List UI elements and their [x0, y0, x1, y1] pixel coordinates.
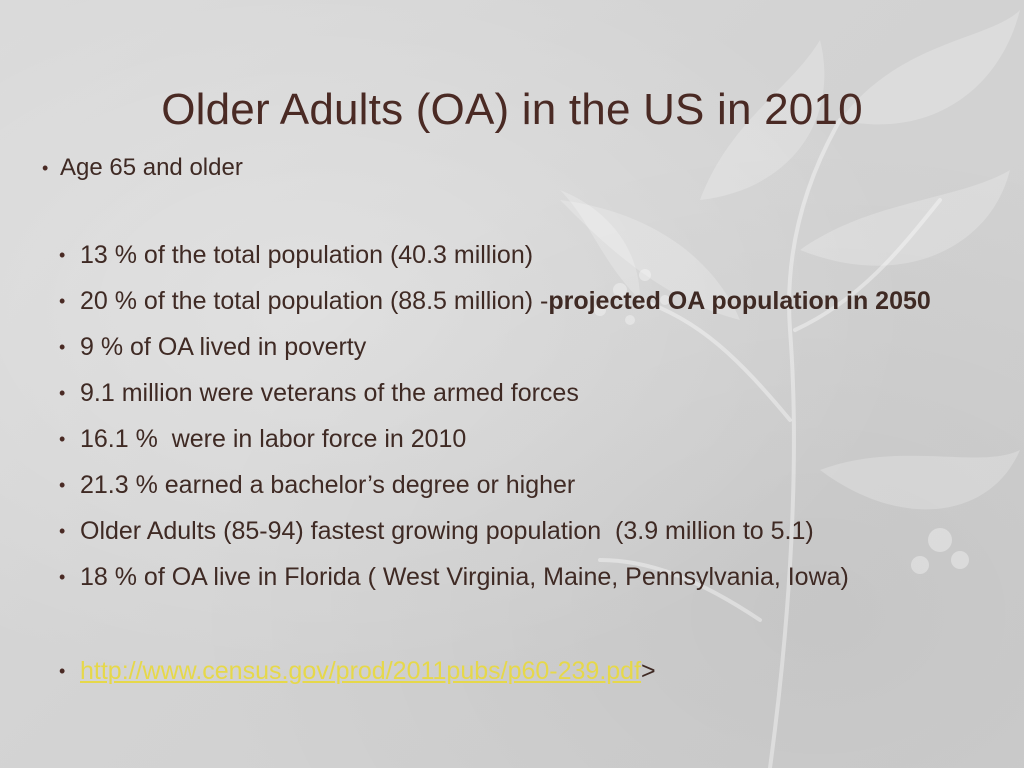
- bullet-glyph: •: [59, 475, 66, 495]
- bullet-glyph: •: [59, 661, 66, 681]
- list-item-text: Older Adults (85-94) fastest growing pop…: [80, 517, 814, 545]
- list-item: • 16.1 % were in labor force in 2010: [40, 420, 980, 458]
- bullet-glyph: •: [59, 383, 66, 403]
- list-item-age-range: • Age 65 and older: [40, 150, 980, 186]
- list-item-text: Age 65 and older: [60, 154, 243, 181]
- bullet-glyph: •: [59, 567, 66, 587]
- source-citation: • http://www.census.gov/prod/2011pubs/p6…: [40, 652, 980, 690]
- bullet-glyph: •: [59, 337, 66, 357]
- list-item-text: 18 % of OA live in Florida ( West Virgin…: [80, 563, 849, 591]
- slide-title: Older Adults (OA) in the US in 2010: [161, 85, 863, 134]
- list-item: • 13 % of the total population (40.3 mil…: [40, 236, 980, 274]
- list-item-text: 9.1 million were veterans of the armed f…: [80, 379, 579, 407]
- list-item: • Older Adults (85-94) fastest growing p…: [40, 512, 980, 550]
- spacer: [40, 604, 980, 652]
- list-item-emphasis: projected OA population in 2050: [548, 287, 931, 315]
- bullet-glyph: •: [42, 158, 49, 178]
- slide-body: • Age 65 and older • 13 % of the total p…: [40, 150, 980, 690]
- bullet-glyph: •: [59, 291, 66, 311]
- list-item-text: 21.3 % earned a bachelor’s degree or hig…: [80, 471, 576, 499]
- source-link[interactable]: http://www.census.gov/prod/2011pubs/p60-…: [80, 657, 642, 685]
- list-item-text: 16.1 % were in labor force in 2010: [80, 425, 467, 453]
- list-item: • 20 % of the total population (88.5 mil…: [40, 282, 980, 320]
- source-link-suffix: >: [641, 657, 656, 685]
- list-item: • 9.1 million were veterans of the armed…: [40, 374, 980, 412]
- bullet-glyph: •: [59, 245, 66, 265]
- bullet-glyph: •: [59, 521, 66, 541]
- list-item: • 9 % of OA lived in poverty: [40, 328, 980, 366]
- list-item-text: 9 % of OA lived in poverty: [80, 333, 367, 361]
- list-item: • 18 % of OA live in Florida ( West Virg…: [40, 558, 980, 596]
- list-item: • 21.3 % earned a bachelor’s degree or h…: [40, 466, 980, 504]
- list-item-text: 20 % of the total population (88.5 milli…: [80, 287, 549, 315]
- spacer: [40, 186, 980, 236]
- bullet-glyph: •: [59, 429, 66, 449]
- list-item-text: 13 % of the total population (40.3 milli…: [80, 241, 534, 269]
